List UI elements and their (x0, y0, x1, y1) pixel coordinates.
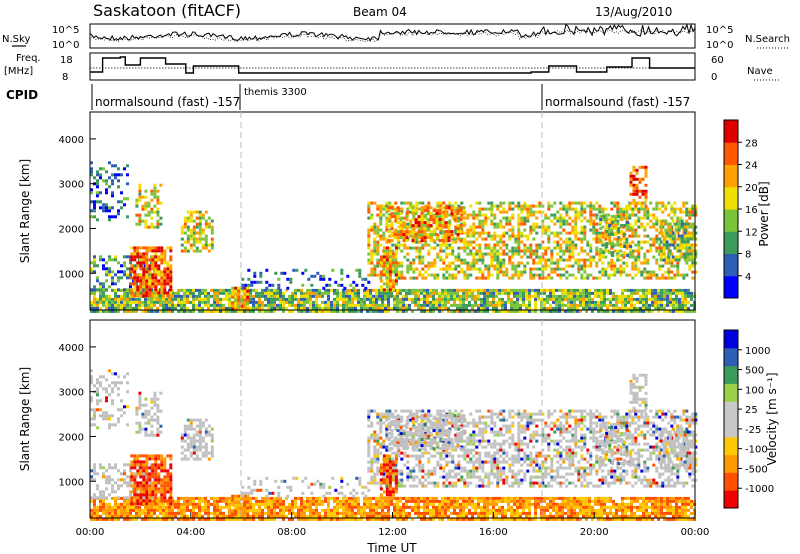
power-colorbar-tick: 4 (745, 272, 751, 283)
nsky-panel: N.Sky 10^5 10^0 10^5 10^0 N.Search (2, 22, 790, 51)
freq-tick-low: 8 (62, 72, 68, 83)
nsky-tick-high: 10^5 (52, 25, 79, 36)
power-colorbar-label: Power [dB] (757, 181, 771, 246)
velocity-heatmap-cells (90, 369, 698, 521)
power-y-axis-label: Slant Range [km] (18, 159, 32, 263)
x-tick-label: 08:00 (277, 527, 306, 538)
velocity-colorbar-tick: -500 (745, 464, 768, 475)
power-y-ticks: 4000 3000 2000 1000 (59, 135, 96, 280)
velocity-panel: 4000 3000 2000 1000 Slant Range [km] 1000 50… (18, 319, 779, 554)
velocity-colorbar-swatch (724, 490, 738, 509)
velocity-colorbar-swatch (724, 365, 738, 384)
power-colorbar-tick: 24 (745, 161, 758, 172)
x-axis-label: Time UT (366, 541, 417, 554)
power-colorbar-swatch (724, 120, 738, 143)
power-colorbar-tick: 28 (745, 138, 758, 149)
power-ytick-label: 2000 (59, 224, 84, 235)
power-colorbar-swatch (724, 253, 738, 277)
cpid-label: CPID (6, 88, 38, 102)
velocity-colorbar-swatch (724, 383, 738, 402)
velocity-colorbar-swatch (724, 330, 738, 349)
velocity-ytick-label: 4000 (59, 343, 84, 354)
power-colorbar-tick: 12 (745, 227, 758, 238)
nsearch-trace (89, 29, 696, 43)
power-colorbar-swatch (724, 231, 738, 254)
velocity-colorbar: 1000 500 100 25 -25 -100 -500 -1000 (723, 329, 774, 509)
nsky-label: N.Sky (2, 34, 30, 45)
x-tick-label: 04:00 (176, 527, 205, 538)
x-tick-label: 16:00 (479, 527, 508, 538)
velocity-ytick-label: 3000 (59, 388, 84, 399)
power-ytick-label: 4000 (59, 135, 84, 146)
nave-label: Nave (747, 66, 773, 77)
freq-tick-high: 18 (60, 55, 73, 66)
x-tick-label: 12:00 (378, 527, 407, 538)
velocity-colorbar-swatch (724, 401, 738, 420)
velocity-colorbar-swatch (724, 419, 738, 438)
station-title: Saskatoon (fitACF) (93, 1, 241, 20)
velocity-colorbar-label: Velocity [m s⁻¹] (765, 372, 779, 465)
cpid-segment-1: normalsound (fast) -157 (95, 95, 240, 109)
freq-label: Freq. (16, 53, 41, 64)
nsearch-tick-high: 10^5 (706, 25, 733, 36)
velocity-colorbar-swatch (724, 454, 738, 473)
nsearch-label: N.Search (745, 34, 790, 45)
velocity-ytick-label: 2000 (59, 432, 84, 443)
beam-title: Beam 04 (353, 5, 407, 19)
nave-tick-low: 0 (711, 72, 717, 83)
velocity-colorbar-tick: 25 (745, 405, 758, 416)
velocity-colorbar-swatch (724, 436, 738, 456)
x-tick-label: 20:00 (580, 527, 609, 538)
power-colorbar-tick: 20 (745, 183, 758, 194)
velocity-y-ticks: 4000 3000 2000 1000 (59, 343, 96, 488)
time-x-ticks: 00:00 04:00 08:00 12:00 16:00 20:00 00:00 (76, 512, 710, 538)
date-title: 13/Aug/2010 (595, 5, 672, 19)
power-colorbar-swatch (724, 164, 738, 188)
freq-panel: Freq. [MHz] 18 8 60 0 Nave (4, 52, 780, 83)
velocity-y-axis-label: Slant Range [km] (18, 367, 32, 471)
cpid-panel: CPID normalsound (fast) -157 themis 3300… (6, 84, 690, 110)
power-heatmap-cells (90, 161, 698, 313)
velocity-colorbar-tick: 1000 (745, 346, 770, 357)
cpid-segment-3: normalsound (fast) -157 (545, 95, 690, 109)
x-tick-label: 00:00 (76, 527, 105, 538)
power-colorbar-tick: 16 (745, 205, 758, 216)
nsky-trace (89, 22, 696, 42)
power-colorbar-swatch (724, 275, 738, 299)
x-tick-label: 00:00 (681, 527, 710, 538)
nave-tick-high: 60 (711, 55, 724, 66)
velocity-colorbar-tick: 500 (745, 366, 764, 377)
nsky-tick-low: 10^0 (52, 40, 79, 51)
velocity-colorbar-tick: -25 (745, 425, 761, 436)
velocity-colorbar-swatch (724, 347, 738, 367)
power-colorbar-swatch (724, 142, 738, 165)
cpid-segment-2: themis 3300 (244, 87, 307, 98)
freq-unit-label: [MHz] (4, 66, 33, 77)
power-ytick-label: 3000 (59, 180, 84, 191)
velocity-colorbar-tick: -1000 (745, 484, 774, 495)
power-colorbar-swatch (724, 186, 738, 210)
freq-trace (90, 56, 695, 74)
velocity-ytick-label: 1000 (59, 477, 84, 488)
power-colorbar: 28 24 20 16 12 8 4 (723, 119, 758, 299)
velocity-colorbar-swatch (724, 472, 738, 491)
power-ytick-label: 1000 (59, 269, 84, 280)
power-panel: 4000 3000 2000 1000 Slant Range [km] 28 24 20… (18, 111, 771, 313)
velocity-colorbar-tick: -100 (745, 445, 768, 456)
power-colorbar-swatch (724, 209, 738, 232)
velocity-colorbar-tick: 100 (745, 385, 764, 396)
nsearch-tick-low: 10^0 (706, 40, 733, 51)
power-colorbar-tick: 8 (745, 250, 751, 261)
